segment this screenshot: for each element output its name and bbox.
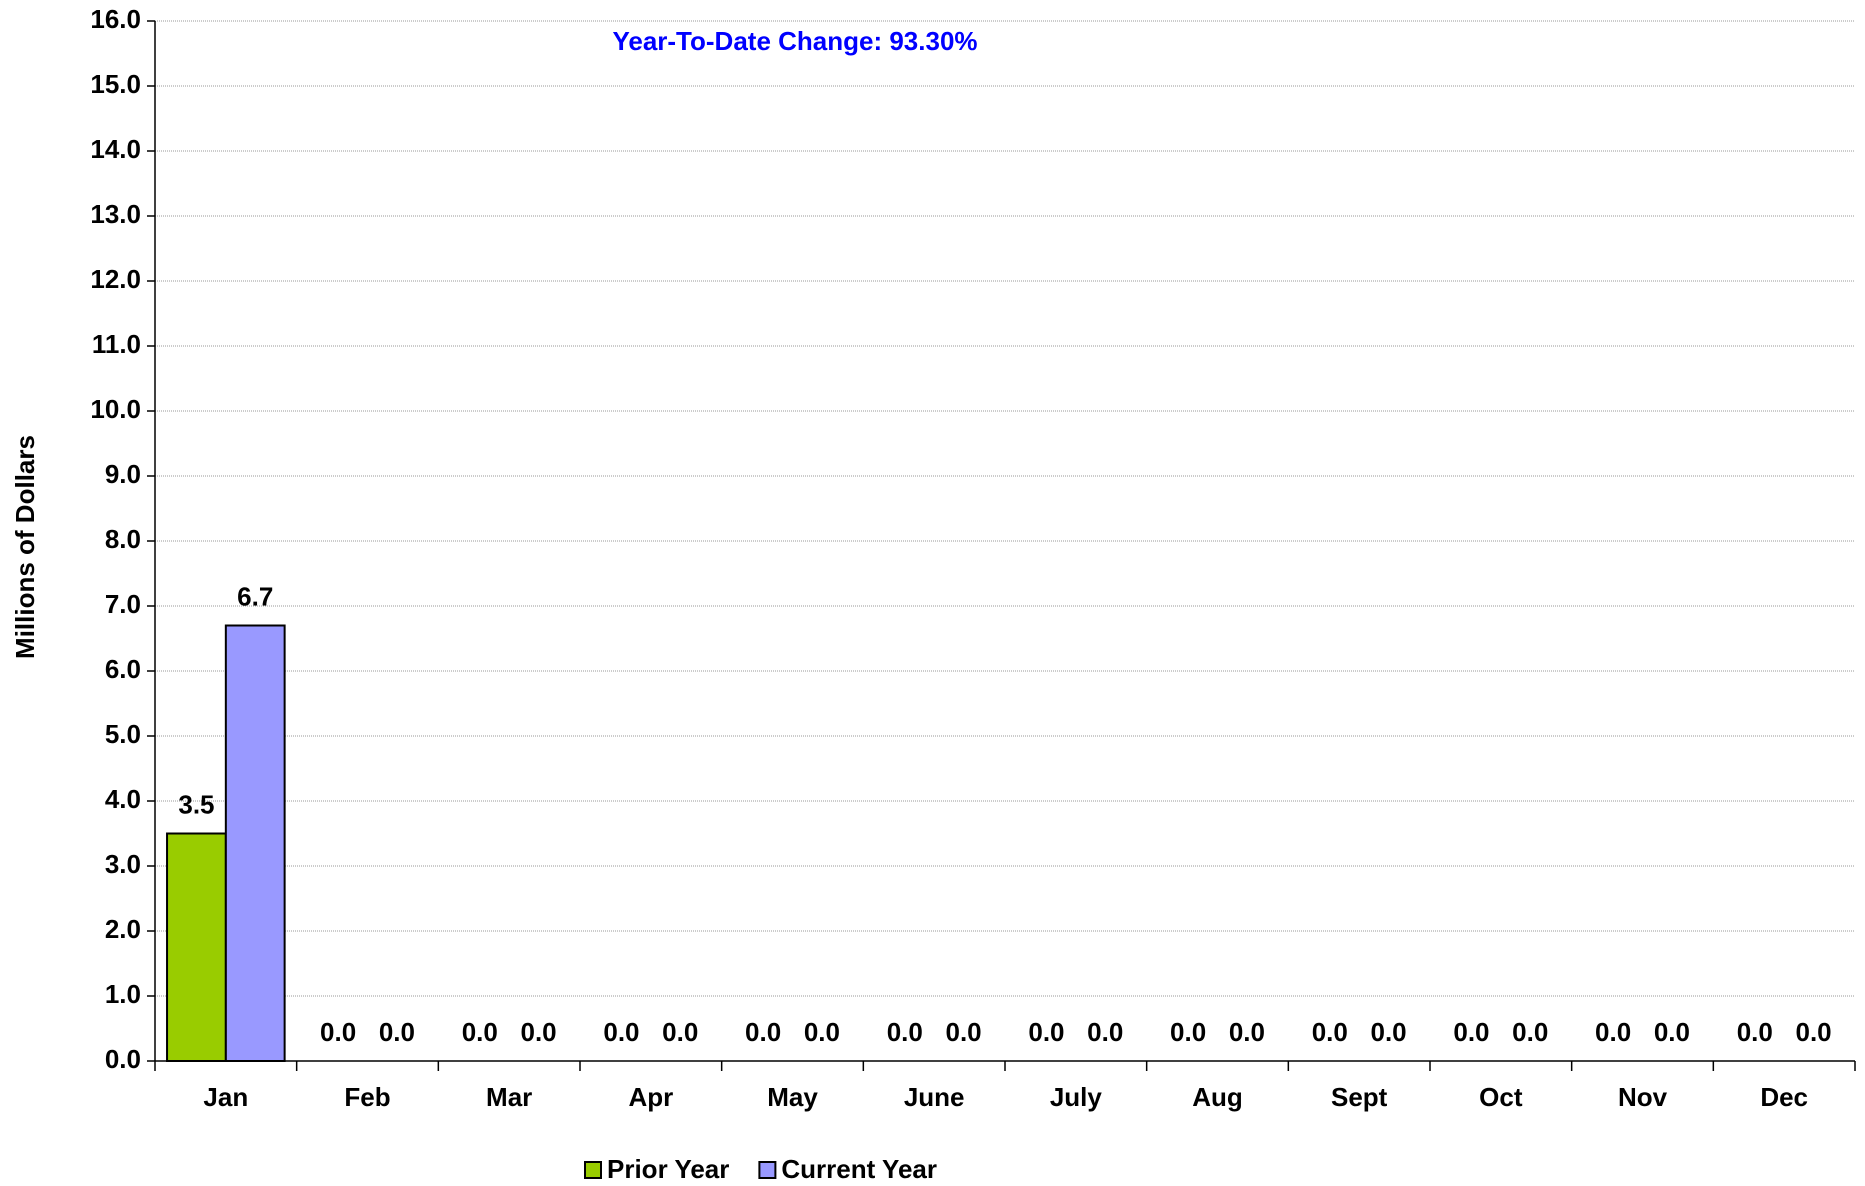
x-tick-label: Mar (486, 1082, 532, 1112)
value-label: 0.0 (1737, 1017, 1773, 1047)
value-label: 0.0 (1512, 1017, 1548, 1047)
value-label: 0.0 (603, 1017, 639, 1047)
value-label: 0.0 (1028, 1017, 1064, 1047)
value-label: 0.0 (1654, 1017, 1690, 1047)
y-tick-label: 10.0 (90, 394, 141, 424)
y-tick-label: 16.0 (90, 4, 141, 34)
bar (224, 624, 286, 1062)
value-label: 0.0 (379, 1017, 415, 1047)
legend-swatch (584, 1161, 602, 1179)
legend-label: Prior Year (607, 1154, 729, 1184)
y-tick-label: 2.0 (105, 914, 141, 944)
value-label: 0.0 (320, 1017, 356, 1047)
value-label: 0.0 (745, 1017, 781, 1047)
x-tick-label: Dec (1760, 1082, 1808, 1112)
y-tick-label: 6.0 (105, 654, 141, 684)
y-tick-label: 8.0 (105, 524, 141, 554)
value-label: 0.0 (1595, 1017, 1631, 1047)
y-tick-label: 9.0 (105, 459, 141, 489)
y-tick-label: 14.0 (90, 134, 141, 164)
value-label: 0.0 (887, 1017, 923, 1047)
y-tick-label: 4.0 (105, 784, 141, 814)
x-tick-label: Aug (1192, 1082, 1243, 1112)
legend-label: Current Year (781, 1154, 937, 1184)
annotation: Year-To-Date Change: 93.30% (612, 26, 977, 56)
x-tick-label: Nov (1618, 1082, 1668, 1112)
value-label: 0.0 (1170, 1017, 1206, 1047)
y-tick-label: 11.0 (92, 329, 141, 359)
value-label: 0.0 (1312, 1017, 1348, 1047)
y-tick-label: 7.0 (105, 589, 141, 619)
x-tick-label: July (1050, 1082, 1103, 1112)
x-tick-label: Feb (344, 1082, 390, 1112)
value-label: 0.0 (1087, 1017, 1123, 1047)
value-label: 0.0 (662, 1017, 698, 1047)
value-label: 0.0 (520, 1017, 556, 1047)
x-tick-label: Apr (628, 1082, 673, 1112)
y-tick-label: 15.0 (90, 69, 141, 99)
y-tick-label: 3.0 (105, 849, 141, 879)
x-tick-label: June (904, 1082, 965, 1112)
value-label: 0.0 (1795, 1017, 1831, 1047)
y-axis-label: Millions of Dollars (10, 435, 40, 659)
y-tick-label: 0.0 (105, 1044, 141, 1074)
value-label: 0.0 (804, 1017, 840, 1047)
x-tick-label: Sept (1331, 1082, 1388, 1112)
y-tick-label: 1.0 (105, 979, 141, 1009)
value-label: 3.5 (178, 789, 214, 819)
value-label: 6.7 (237, 581, 273, 611)
value-label: 0.0 (945, 1017, 981, 1047)
legend-swatch (758, 1161, 777, 1179)
value-label: 0.0 (1453, 1017, 1489, 1047)
x-tick-label: May (767, 1082, 818, 1112)
x-tick-label: Jan (203, 1082, 248, 1112)
value-label: 0.0 (1370, 1017, 1406, 1047)
value-label: 0.0 (462, 1017, 498, 1047)
y-tick-label: 5.0 (105, 719, 141, 749)
x-tick-label: Oct (1479, 1082, 1523, 1112)
bar (166, 832, 227, 1062)
y-tick-label: 13.0 (90, 199, 141, 229)
value-label: 0.0 (1229, 1017, 1265, 1047)
y-tick-label: 12.0 (90, 264, 141, 294)
